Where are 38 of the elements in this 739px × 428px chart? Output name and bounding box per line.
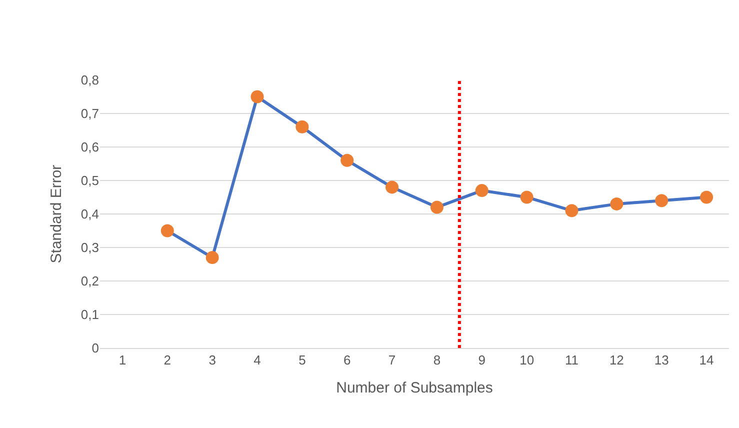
y-tick-label: 0,1 [80, 307, 99, 322]
point [250, 90, 264, 104]
point [700, 190, 714, 204]
x-tick-label: 4 [254, 352, 261, 368]
point [430, 200, 444, 214]
point [655, 194, 668, 208]
y-tick-label: 0,8 [80, 72, 99, 88]
y-tick-label: 0,6 [80, 140, 99, 155]
point [386, 180, 399, 194]
x-axis-title: Number of Subsamples [336, 380, 493, 397]
x-tick-label: 2 [164, 352, 172, 368]
x-tick-label: 6 [343, 352, 351, 368]
y-tick-label: 0,5 [80, 173, 99, 188]
x-tick-label: 10 [520, 352, 534, 368]
point [160, 224, 174, 238]
point [475, 184, 488, 198]
x-tick-label: 7 [388, 352, 396, 368]
x-tick-label: 9 [478, 352, 486, 368]
point [340, 154, 354, 167]
y-axis-title: Standard Error [48, 164, 66, 264]
point [520, 190, 534, 204]
x-tick-label: 12 [609, 352, 624, 368]
x-tick-label: 11 [565, 352, 578, 368]
y-tick-label: 0,7 [80, 106, 99, 122]
x-tick-label: 5 [298, 352, 306, 368]
point [565, 204, 578, 218]
x-tick-label: 14 [699, 352, 714, 368]
y-tick-label: 0,3 [80, 240, 99, 256]
x-tick-label: 1 [118, 352, 126, 368]
y-tick-label: 0,2 [80, 274, 99, 289]
y-tick-label: 0,4 [80, 206, 99, 222]
x-tick-label: 3 [208, 352, 216, 368]
x-tick-label: 8 [433, 352, 441, 368]
y-tick-label: 0 [92, 340, 99, 356]
point [206, 251, 219, 264]
x-tick-label: 13 [654, 352, 669, 368]
point [610, 197, 624, 210]
point [296, 120, 309, 134]
